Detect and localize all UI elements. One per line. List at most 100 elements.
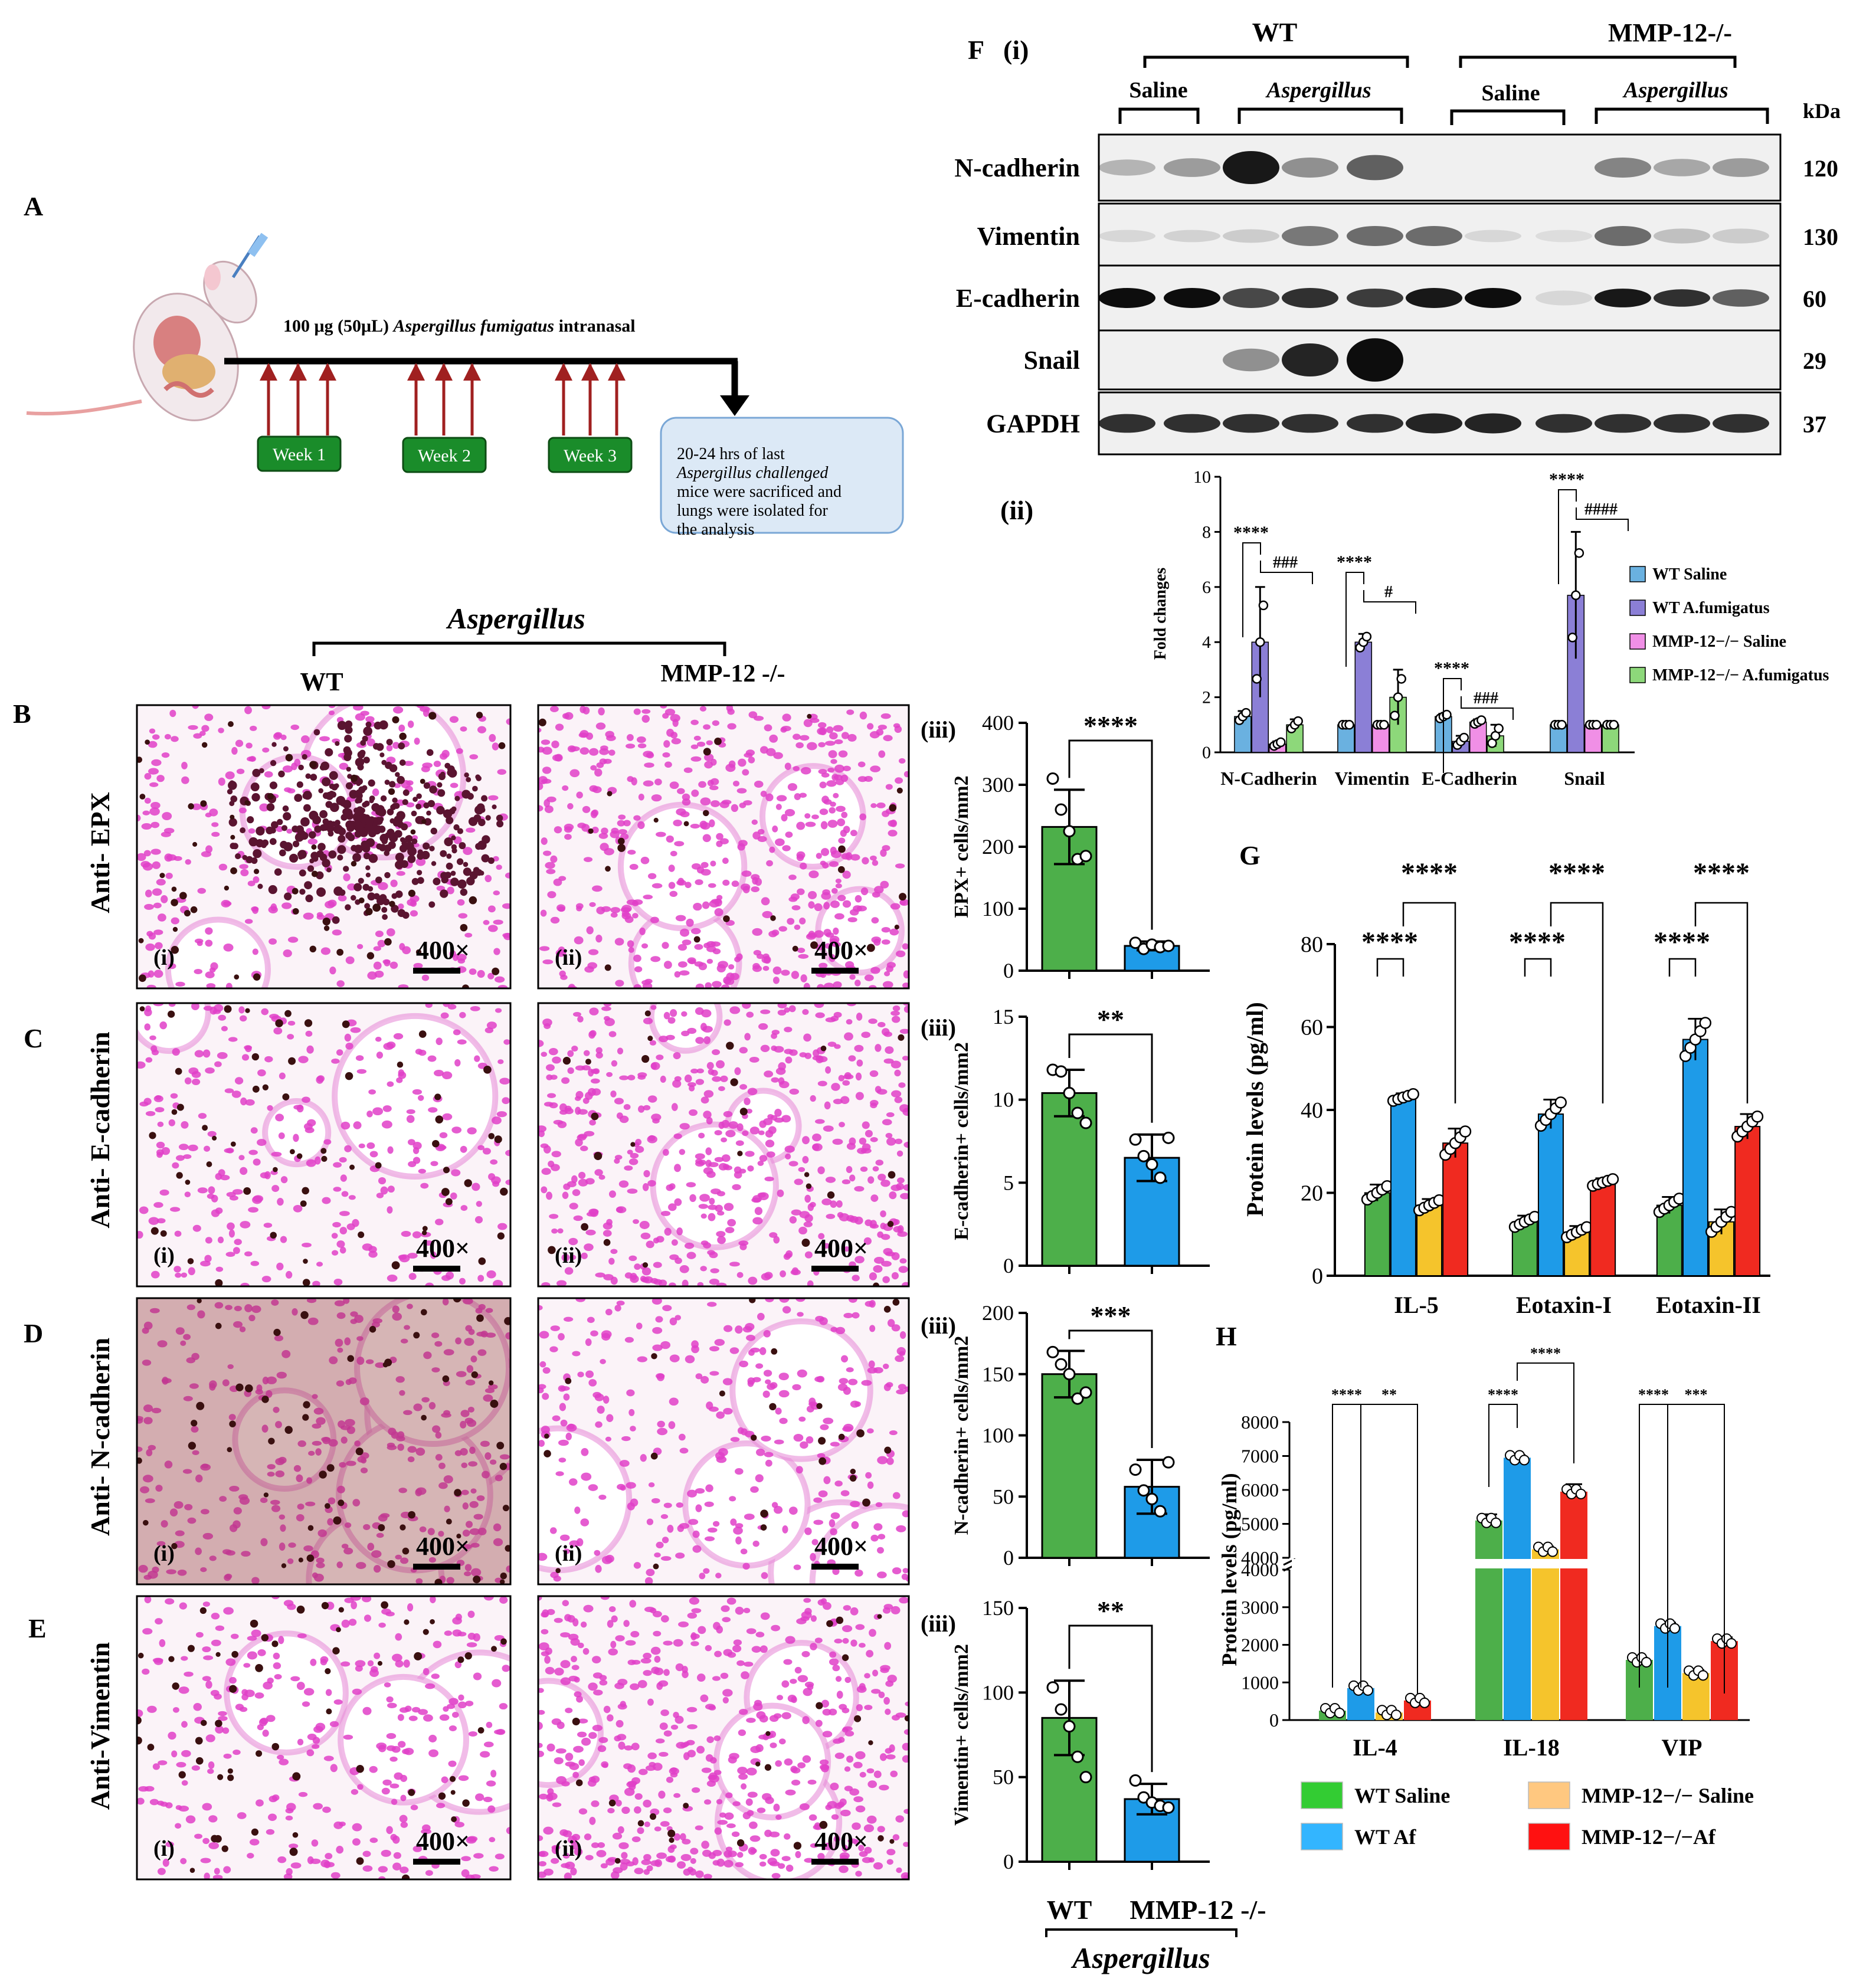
band	[1406, 226, 1462, 246]
band	[1099, 230, 1155, 243]
x-category-label: E-Cadherin	[1422, 768, 1517, 789]
data-point	[1079, 1771, 1092, 1784]
significance-bracket	[1363, 590, 1416, 614]
legend-f: WT Saline WT A.fumigatus MMP-12−/− Saline M…	[1629, 565, 1829, 684]
image-frame	[136, 1002, 512, 1288]
band	[1164, 230, 1220, 243]
airway-lumen	[332, 1013, 499, 1180]
blot-GAPDH: GAPDH 37	[986, 391, 1826, 456]
significance-label: ****	[1337, 552, 1372, 572]
data-point	[1046, 1681, 1059, 1694]
sub-label: (ii)	[555, 945, 582, 970]
band	[1223, 151, 1279, 184]
legend-label: WT Af	[1354, 1825, 1416, 1849]
panel-f-western: F (i) WT MMP-12-/- Saline Aspergillus Sa…	[968, 17, 1841, 125]
col-label-mmp12: MMP-12 -/-	[660, 660, 785, 687]
legend-label: MMP-12−/− A.fumigatus	[1652, 666, 1829, 684]
y-tick-label: 2	[1202, 688, 1211, 707]
note-line-3: mice were sacrificed and	[677, 483, 842, 501]
blot-N-cadherin: N-cadherin 120	[954, 133, 1838, 202]
y-tick-label: 2000	[1241, 1634, 1279, 1656]
band	[1282, 288, 1338, 308]
legend-swatch	[1629, 667, 1646, 683]
y-tick-label: 4000	[1241, 1559, 1279, 1580]
bar-IL-5-4	[1442, 1142, 1469, 1276]
data-point	[1567, 633, 1577, 643]
y-tick-label: 100	[982, 1424, 1014, 1447]
y-axis-label: N-cadherin+ cells/mm2	[951, 1336, 973, 1535]
panel-f-ii-label: (ii)	[1000, 495, 1033, 525]
y-tick-label: 50	[993, 1765, 1014, 1789]
data-point	[1129, 936, 1142, 949]
data-point	[1046, 772, 1059, 785]
y-tick-label: 8000	[1241, 1411, 1279, 1433]
band	[1465, 288, 1521, 308]
row-labels: Anti- EPX Anti- E-cadherin Anti- N-cadhe…	[85, 792, 115, 1810]
legend-swatch	[1528, 1781, 1570, 1809]
y-tick-label: 0	[1269, 1709, 1279, 1731]
legend-label: MMP-12−/− Saline	[1582, 1784, 1754, 1807]
bar-Eotaxin-II-2	[1682, 1039, 1708, 1276]
legend-label: WT Saline	[1354, 1784, 1450, 1807]
western-sub-asp-wt: Aspergillus	[1265, 78, 1371, 103]
data-point	[1609, 720, 1619, 730]
data-point	[1154, 1171, 1167, 1184]
sub-label: (i)	[153, 1541, 175, 1566]
blot-protein-label: GAPDH	[986, 410, 1080, 438]
data-point	[1519, 1455, 1530, 1466]
data-point	[1071, 1392, 1084, 1405]
week-3-label: Week 3	[564, 446, 617, 466]
blot-protein-label: N-cadherin	[954, 153, 1080, 182]
data-point	[1055, 1703, 1068, 1716]
y-axis-label: Protein levels (pg/ml)	[1242, 1002, 1268, 1217]
data-point	[1476, 715, 1487, 725]
data-point	[1361, 631, 1372, 642]
x-category-label: Eotaxin-II	[1656, 1292, 1761, 1318]
data-point	[1079, 850, 1092, 863]
significance-bracket	[1667, 1404, 1725, 1694]
data-point	[1252, 674, 1262, 684]
significance-label: **	[1097, 1004, 1124, 1034]
dose-text: 100 μg (50μL) Aspergillus fumigatus intr…	[283, 316, 636, 336]
legend-label: MMP-12−/− Saline	[1652, 633, 1786, 651]
y-tick-label: 40	[1301, 1098, 1323, 1123]
y-tick-label: 80	[1301, 932, 1323, 957]
chart-g-protein: 0 20 40 60 80 Protein levels (pg/ml) IL-5 Eotax…	[1242, 857, 1770, 1318]
bar-IL-5-2	[1390, 1096, 1416, 1277]
histology-image-4-2: (ii) 400×	[537, 1595, 910, 1881]
data-point	[1258, 600, 1269, 611]
y-axis-label: Protein levels (pg/ml)	[1217, 1473, 1241, 1666]
magnification-label: 400×	[416, 1234, 470, 1263]
y-axis-label: Fold changes	[1151, 568, 1170, 660]
bottom-group-label: WT MMP-12 -/- Aspergillus	[1045, 1895, 1266, 1974]
iii-label-b: (iii)	[921, 716, 956, 743]
band	[1465, 413, 1521, 434]
band	[1465, 230, 1521, 243]
panel-letter-c: C	[24, 1023, 43, 1053]
band	[1347, 338, 1403, 382]
band	[1347, 226, 1403, 246]
row-letters: B C D E	[13, 699, 47, 1643]
data-point	[1396, 674, 1406, 684]
x-category-label: Snail	[1564, 768, 1605, 789]
data-point	[1129, 1463, 1142, 1476]
data-point	[1276, 737, 1286, 748]
blot-Vimentin: Vimentin 130	[977, 202, 1838, 270]
legend-label: MMP-12−/−Af	[1582, 1825, 1716, 1849]
band	[1595, 226, 1651, 246]
note-line-5: the analysis	[677, 520, 754, 539]
data-point	[1063, 1368, 1076, 1381]
data-point	[1641, 1657, 1652, 1668]
x-category-label: IL-4	[1353, 1734, 1397, 1761]
data-point	[1554, 1096, 1567, 1109]
western-group-wt: WT	[1252, 17, 1298, 47]
panel-letter-g: G	[1239, 840, 1261, 870]
legend-label: WT A.fumigatus	[1652, 599, 1770, 617]
y-tick-label: 0	[1202, 743, 1211, 762]
y-tick-label: 6	[1202, 578, 1211, 597]
histology-image-4-1: (i) 400×	[136, 1595, 512, 1881]
band	[1282, 226, 1338, 246]
histology-image-1-1: (i) 400×	[136, 704, 512, 990]
significance-label: **	[1097, 1596, 1124, 1626]
panel-letter-e: E	[28, 1613, 47, 1643]
